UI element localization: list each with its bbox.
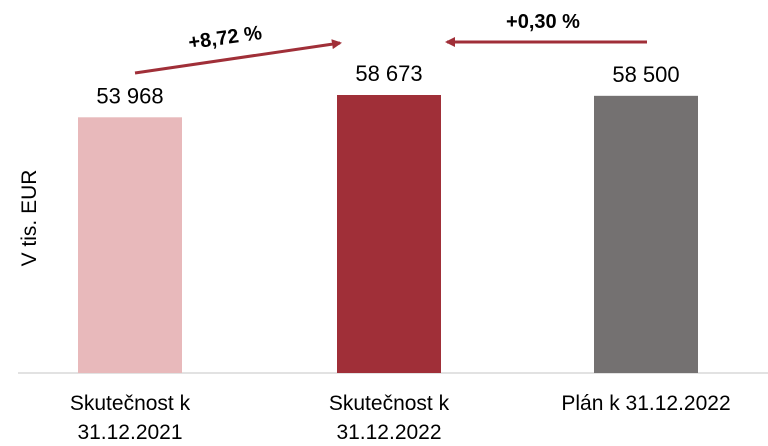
bar-2 (594, 95, 698, 373)
y-axis-label: V tis. EUR (18, 170, 41, 267)
category-label-0-0: Skutečnost k (70, 392, 191, 415)
category-label-0-1: 31.12.2021 (77, 421, 182, 444)
data-label-2: 58 500 (612, 62, 679, 87)
data-label-0: 53 968 (96, 83, 163, 108)
category-label-1-1: 31.12.2022 (336, 421, 441, 444)
change-label-0: +8,72 % (187, 22, 264, 54)
category-label-2-0: Plán k 31.12.2022 (561, 392, 730, 415)
data-label-1: 58 673 (355, 61, 422, 86)
change-label-1: +0,30 % (506, 11, 580, 33)
bar-0 (78, 117, 182, 373)
bar-1 (337, 95, 441, 373)
change-arrow-0 (134, 39, 342, 75)
category-label-1-0: Skutečnost k (329, 392, 450, 415)
